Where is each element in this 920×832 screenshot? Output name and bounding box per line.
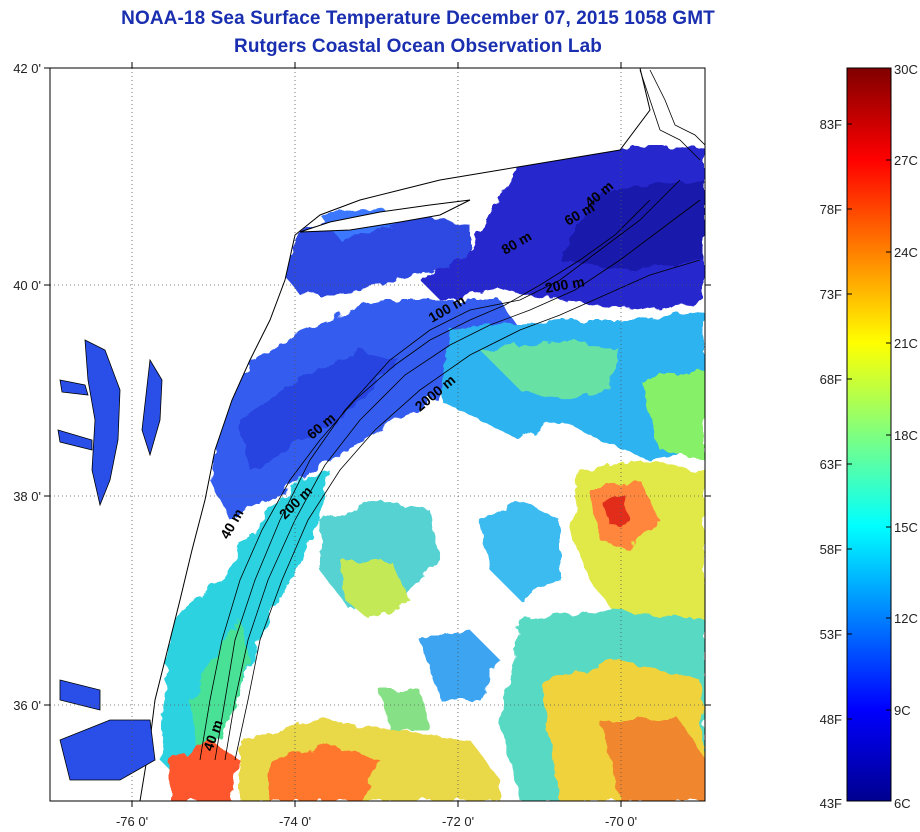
lon-axis: -76 0' -74 0' -72 0' -70 0': [116, 62, 637, 829]
lat-tick-label: 38 0': [13, 489, 41, 504]
celsius-tick-label: 9C: [894, 703, 911, 718]
celsius-tick-label: 6C: [894, 796, 911, 811]
celsius-tick-label: 12C: [894, 611, 918, 626]
celsius-tick-label: 27C: [894, 153, 918, 168]
lon-tick-label: -72 0': [442, 814, 474, 829]
lon-tick-label: -70 0': [605, 814, 637, 829]
lat-tick-label: 40 0': [13, 278, 41, 293]
celsius-tick-label: 18C: [894, 428, 918, 443]
celsius-tick-label: 21C: [894, 336, 918, 351]
colorbar: 83F 78F 73F 68F 63F 58F 53F 48F 43F 30C …: [820, 62, 918, 811]
celsius-tick-label: 30C: [894, 62, 918, 77]
fahrenheit-tick-label: 68F: [820, 372, 842, 387]
fahrenheit-tick-label: 48F: [820, 712, 842, 727]
lat-tick-label: 36 0': [13, 698, 41, 713]
celsius-tick-label: 15C: [894, 520, 918, 535]
colorbar-gradient: [846, 67, 892, 802]
map-frame: [49, 67, 706, 802]
chesapeake-bay: [57, 339, 163, 507]
lat-tick-label: 42 0': [13, 61, 41, 76]
isobaths: [199, 69, 705, 761]
fahrenheit-tick-label: 63F: [820, 457, 842, 472]
lat-axis: 42 0' 40 0' 38 0' 36 0': [13, 61, 711, 713]
map-subtitle: Rutgers Coastal Ocean Observation Lab: [234, 36, 602, 57]
lon-tick-label: -74 0': [279, 814, 311, 829]
isobath-label: 200 m: [544, 273, 586, 296]
sst-field: 40 m 60 m 80 m 200 m 100 m 2000 m 60 m 2…: [50, 68, 705, 801]
lon-tick-label: -76 0': [116, 814, 148, 829]
fahrenheit-tick-label: 43F: [820, 796, 842, 811]
celsius-tick-label: 24C: [894, 245, 918, 260]
coastline: [50, 68, 651, 801]
map-title: NOAA-18 Sea Surface Temperature December…: [121, 8, 715, 29]
fahrenheit-tick-label: 83F: [820, 117, 842, 132]
fahrenheit-tick-label: 58F: [820, 542, 842, 557]
fahrenheit-tick-label: 53F: [820, 627, 842, 642]
fahrenheit-tick-label: 73F: [820, 287, 842, 302]
fahrenheit-tick-label: 78F: [820, 202, 842, 217]
